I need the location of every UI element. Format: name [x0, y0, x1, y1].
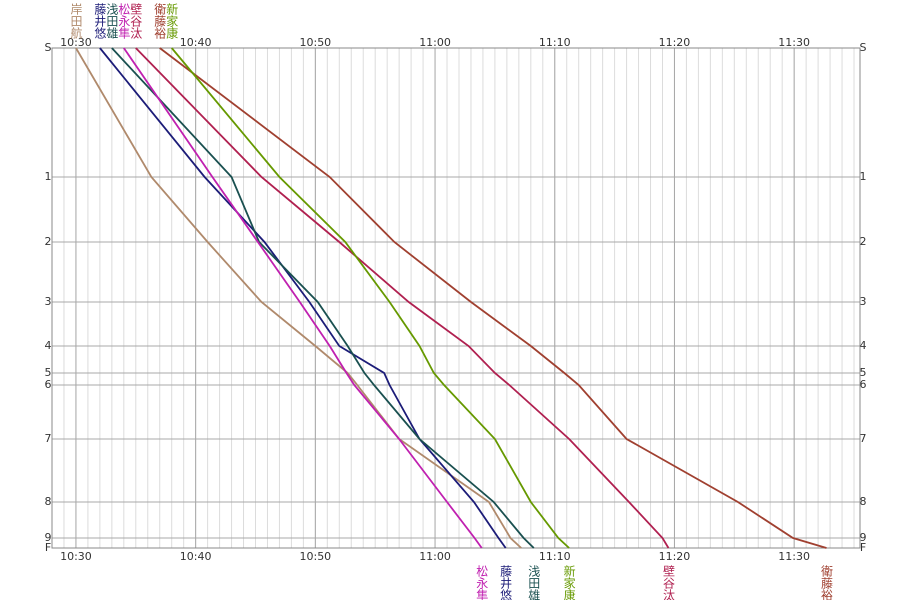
x-tick-label: 11:10 [539, 36, 571, 49]
y-tick-label: 3 [45, 295, 52, 308]
y-tick-label: 3 [860, 295, 867, 308]
x-tick-label: 10:50 [299, 36, 331, 49]
x-tick-label: 11:20 [659, 36, 691, 49]
finish-label: 壁谷汰 [661, 564, 675, 600]
x-tick-label: 10:40 [180, 550, 212, 563]
finish-label: 衛藤裕 [819, 565, 833, 600]
y-tick-label: F [45, 541, 51, 554]
y-tick-label: 6 [860, 378, 867, 391]
y-tick-label: 8 [860, 495, 867, 508]
y-tick-label: 7 [860, 432, 867, 445]
x-tick-label: 10:30 [60, 550, 92, 563]
legend-label: 岸田航 [69, 3, 83, 40]
y-tick-label: 2 [45, 235, 52, 248]
y-tick-label: 6 [45, 378, 52, 391]
y-tick-label: 5 [45, 366, 52, 379]
runner-line [171, 47, 570, 549]
y-tick-label: 5 [860, 366, 867, 379]
x-tick-label: 11:00 [419, 550, 451, 563]
x-tick-label: 11:20 [659, 550, 691, 563]
runner-line [111, 47, 535, 549]
legend-label: 松永隼 [117, 3, 131, 39]
x-tick-label: 10:40 [180, 36, 212, 49]
x-tick-label: 11:10 [539, 550, 571, 563]
x-tick-label: 11:30 [778, 550, 810, 563]
runner-line [99, 47, 507, 549]
runner-line [75, 47, 522, 549]
x-tick-label: 11:00 [419, 36, 451, 49]
finish-label: 藤井悠 [499, 565, 513, 600]
x-tick-label: 11:30 [778, 36, 810, 49]
y-tick-label: 2 [860, 235, 867, 248]
x-tick-label: 10:50 [299, 550, 331, 563]
y-tick-label: 1 [860, 170, 867, 183]
y-tick-label: 8 [45, 495, 52, 508]
legend-label: 浅田雄 [105, 3, 119, 39]
y-tick-label: 4 [860, 339, 867, 352]
runner-line [159, 47, 827, 549]
runner-line [135, 47, 670, 549]
legend-label: 衛藤裕 [153, 3, 167, 40]
y-tick-label: S [45, 41, 52, 54]
y-tick-label: F [860, 541, 866, 554]
y-tick-label: 9 [45, 531, 52, 544]
legend-label: 壁谷汰 [129, 2, 143, 40]
finish-label: 松永隼 [475, 565, 489, 600]
y-tick-label: 1 [45, 170, 52, 183]
legend-label: 新家康 [165, 2, 179, 39]
y-tick-label: 9 [860, 531, 867, 544]
y-tick-label: 4 [45, 339, 52, 352]
y-tick-label: S [860, 41, 867, 54]
x-tick-label: 10:30 [60, 36, 92, 49]
runner-line [123, 47, 483, 549]
finish-label: 浅田雄 [527, 565, 541, 600]
y-tick-label: 7 [45, 432, 52, 445]
legend-label: 藤井悠 [93, 3, 107, 39]
plot-border [51, 47, 861, 549]
finish-label: 新家康 [562, 564, 576, 600]
